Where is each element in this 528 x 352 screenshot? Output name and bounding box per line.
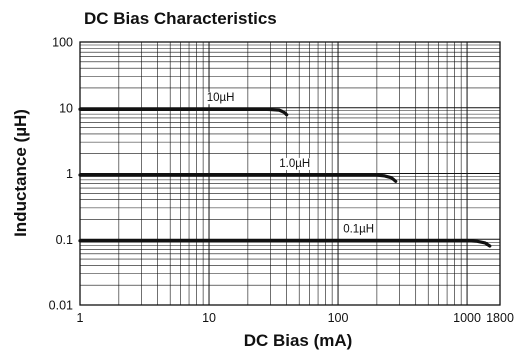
y-tick-label: 10 bbox=[59, 101, 73, 115]
series-line bbox=[78, 107, 289, 117]
y-axis-label: Inductance (µH) bbox=[11, 109, 30, 237]
series: 10µH 1.0µH 0.1µH bbox=[78, 92, 492, 248]
series-line bbox=[78, 173, 398, 183]
x-axis-label: DC Bias (mA) bbox=[244, 331, 353, 350]
series-label-background bbox=[277, 157, 313, 170]
series-label-background bbox=[204, 92, 237, 105]
tick-labels: 1 10 100 1000 1800 100 10 1 0.1 0.01 bbox=[49, 36, 514, 326]
series-label: 10µH bbox=[207, 92, 235, 104]
series-label-background bbox=[341, 223, 377, 236]
y-tick-label: 0.1 bbox=[56, 233, 73, 247]
x-tick-label: 1800 bbox=[486, 311, 514, 325]
x-tick-label: 1 bbox=[77, 311, 84, 325]
series-label: 0.1µH bbox=[343, 224, 374, 236]
x-tick-label: 1000 bbox=[453, 311, 481, 325]
series-label: 1.0µH bbox=[279, 158, 310, 170]
series-line bbox=[78, 239, 492, 248]
y-tick-label: 100 bbox=[52, 36, 73, 50]
chart-title: DC Bias Characteristics bbox=[84, 9, 277, 28]
y-tick-label: 0.01 bbox=[49, 299, 73, 313]
x-tick-label: 10 bbox=[202, 311, 216, 325]
y-tick-label: 1 bbox=[66, 167, 73, 181]
x-tick-label: 100 bbox=[328, 311, 349, 325]
